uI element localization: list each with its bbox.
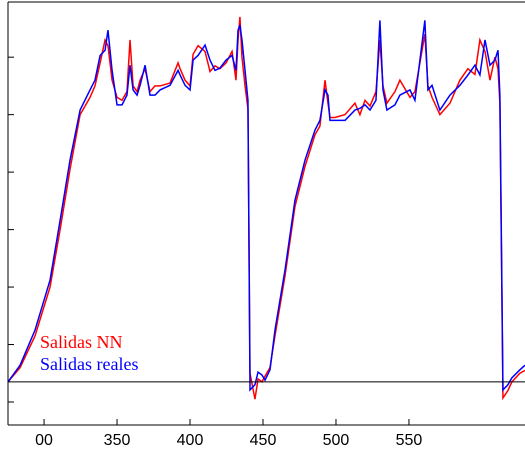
plot-area xyxy=(7,16,525,401)
x-tick-label: 450 xyxy=(250,432,277,449)
series-line xyxy=(7,20,525,392)
x-tick-label: 550 xyxy=(396,432,423,449)
legend-label: Salidas NN xyxy=(40,332,123,352)
x-tick-label: 500 xyxy=(323,432,350,449)
x-tick-label: 400 xyxy=(177,432,204,449)
x-tick-label: 00 xyxy=(35,432,53,449)
legend-label: Salidas reales xyxy=(40,354,138,374)
x-tick-label: 350 xyxy=(104,432,131,449)
